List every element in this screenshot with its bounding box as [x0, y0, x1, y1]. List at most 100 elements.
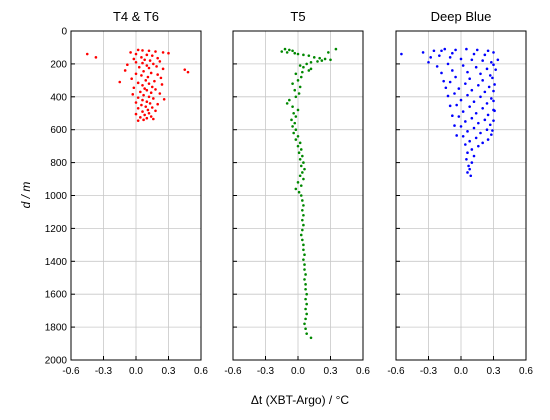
data-point — [156, 73, 159, 76]
data-point — [299, 75, 303, 79]
data-point — [304, 297, 307, 301]
data-point — [294, 128, 298, 131]
data-point — [143, 58, 146, 62]
data-point — [291, 105, 294, 108]
data-point — [429, 56, 432, 59]
y-tick-label: 1400 — [45, 257, 68, 268]
data-point — [152, 97, 155, 100]
data-point — [466, 171, 469, 174]
data-point — [466, 70, 469, 74]
data-point — [334, 47, 338, 51]
data-point — [155, 65, 158, 68]
data-point — [301, 70, 304, 74]
data-point — [455, 134, 458, 137]
data-point — [148, 102, 152, 105]
data-point — [280, 50, 284, 53]
data-point — [301, 228, 304, 232]
data-point — [304, 327, 307, 331]
data-point — [298, 64, 302, 67]
data-point — [488, 74, 492, 77]
data-point — [307, 69, 311, 72]
data-point — [470, 88, 474, 92]
data-point — [466, 130, 469, 133]
data-point — [126, 63, 129, 67]
data-point — [141, 110, 144, 113]
data-point — [468, 77, 471, 80]
data-point — [470, 148, 474, 151]
data-point — [152, 117, 155, 121]
data-point — [298, 141, 302, 145]
data-point — [465, 158, 468, 161]
data-point — [492, 51, 495, 54]
data-point — [303, 253, 306, 257]
data-point — [144, 79, 148, 82]
data-point — [298, 85, 302, 89]
data-point — [485, 128, 489, 131]
data-point — [141, 61, 144, 65]
data-point — [294, 72, 298, 76]
data-point — [141, 98, 144, 102]
panel-title: Deep Blue — [431, 9, 492, 24]
data-point — [304, 283, 307, 286]
data-point — [305, 312, 308, 316]
data-point — [302, 204, 305, 207]
data-point — [465, 47, 468, 51]
data-point — [477, 144, 480, 148]
data-point — [491, 76, 494, 80]
data-point — [285, 102, 289, 105]
data-point — [118, 80, 122, 84]
data-point — [136, 107, 140, 110]
data-point — [298, 158, 302, 161]
data-point — [132, 57, 136, 61]
data-point — [301, 209, 304, 212]
data-point — [291, 125, 294, 128]
data-point — [459, 57, 463, 61]
data-point — [472, 126, 476, 130]
x-tick-label: -0.3 — [420, 366, 438, 377]
data-point — [136, 81, 140, 85]
data-point — [296, 181, 300, 184]
data-point — [492, 119, 495, 122]
data-point — [150, 85, 154, 89]
data-point — [483, 90, 487, 94]
data-point — [464, 120, 467, 123]
data-point — [459, 98, 463, 102]
data-point — [448, 56, 452, 59]
data-point — [299, 233, 303, 237]
data-point — [161, 67, 165, 71]
data-point — [309, 60, 313, 64]
data-point — [470, 116, 474, 120]
data-point — [141, 83, 144, 87]
data-point — [488, 123, 492, 127]
data-point — [303, 167, 306, 171]
data-point — [318, 56, 321, 60]
data-point — [492, 99, 495, 103]
data-point — [303, 268, 306, 271]
data-point — [312, 56, 316, 59]
data-point — [145, 116, 149, 120]
data-point — [453, 92, 456, 95]
data-point — [479, 131, 482, 135]
data-point — [299, 194, 303, 197]
data-point — [490, 133, 493, 136]
data-point — [444, 86, 448, 90]
data-point — [153, 79, 156, 83]
data-point — [461, 110, 465, 113]
data-point — [301, 154, 304, 158]
data-point — [301, 199, 304, 202]
data-point — [474, 65, 478, 69]
data-point — [302, 65, 305, 69]
data-point — [305, 302, 308, 306]
data-point — [297, 190, 301, 194]
data-point — [299, 164, 303, 168]
data-point — [309, 336, 313, 340]
data-point — [160, 83, 164, 86]
y-axis-label: d / m — [19, 182, 33, 209]
x-tick-label: 0.6 — [519, 366, 533, 377]
data-point — [150, 54, 154, 57]
data-point — [442, 79, 445, 83]
data-point — [475, 48, 479, 52]
panels-layer: -0.6 -0.3 0.0 0.3 0.6 0 200 400 600 800 1000 1200 14… — [45, 9, 534, 377]
data-point — [479, 72, 482, 76]
data-point — [432, 49, 436, 53]
